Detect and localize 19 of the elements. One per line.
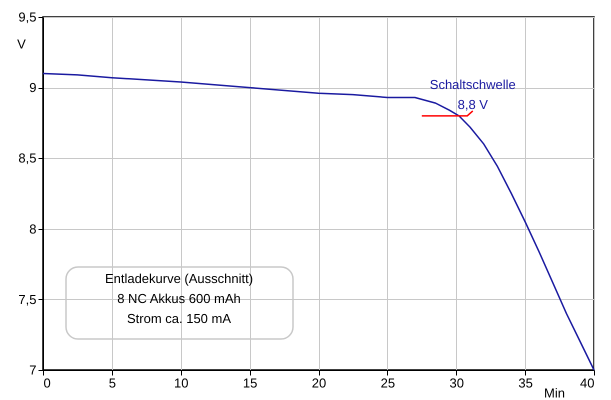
annotation: Entladekurve (Ausschnitt) 8 NC Akkus 600 mAh Strom ca. 150 mA (104, 271, 254, 326)
x-tick-label: 35 (518, 376, 533, 390)
x-tick-label: 25 (380, 376, 396, 390)
y-tick-label: 7 (29, 362, 36, 378)
y-tick-label: 8,5 (18, 150, 36, 166)
x-tick-label: 0 (44, 376, 51, 390)
x-tick-label: 40 (580, 376, 594, 390)
x-tick-label: 20 (312, 376, 326, 390)
y-tick-label: 9,5 (18, 10, 36, 24)
x-tick-label: 5 (108, 376, 116, 390)
y-tick-label: 7,5 (18, 292, 36, 307)
annotation: Schaltschwelle 8,8 V (430, 76, 516, 112)
y-tick-label: 9 (29, 80, 36, 96)
x-tick-label: 30 (450, 376, 464, 390)
x-axis-title: Min (544, 386, 565, 400)
y-tick-label: 8 (29, 221, 36, 236)
x-tick-label: 15 (242, 376, 258, 390)
y-axis-title: V (17, 36, 26, 52)
x-tick-label: 10 (174, 376, 188, 390)
